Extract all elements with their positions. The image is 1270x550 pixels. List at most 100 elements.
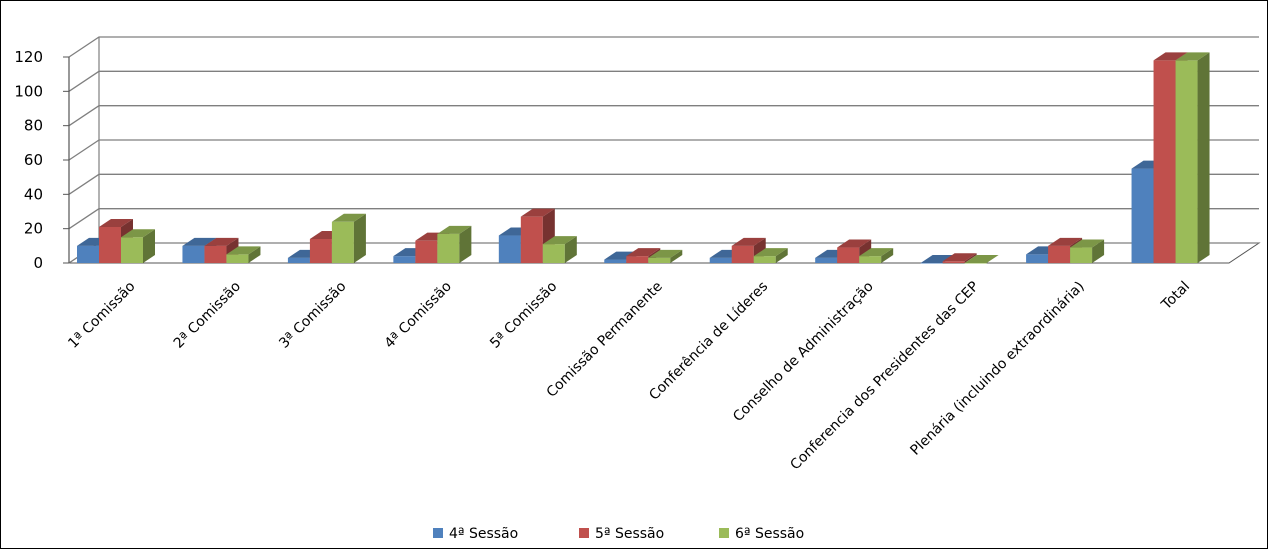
bar-top [99, 218, 133, 227]
x-category-label: 1ª Comissão [65, 279, 138, 352]
bar-front [709, 257, 732, 263]
bar-side [353, 213, 366, 263]
bar [964, 255, 999, 264]
bar-top [837, 239, 872, 248]
y-tick-label: 100 [14, 82, 43, 100]
bar-front [626, 256, 649, 263]
y-tick-label: 60 [24, 151, 43, 169]
chart-bars [77, 52, 1210, 264]
bar-front [1131, 168, 1154, 263]
bar-front [942, 261, 965, 263]
bar [331, 213, 366, 263]
legend-item: 6ª Sessão [719, 526, 804, 542]
y-axis-tick-labels: 0 20 40 60 80 100 120 [14, 48, 43, 272]
legend-swatch [579, 528, 589, 538]
bar-front [1153, 60, 1176, 263]
bar [437, 225, 472, 263]
bar-top [520, 208, 555, 217]
bar-top [204, 237, 239, 246]
bar-front [121, 237, 143, 263]
bar-front [1175, 60, 1198, 263]
bar-top [1153, 52, 1188, 61]
x-category-label: Conferência de Líderes [646, 279, 771, 404]
bar [226, 246, 261, 263]
y-tick-label: 0 [33, 254, 43, 272]
bar-top [859, 248, 894, 257]
bar-top [437, 225, 472, 234]
bar-top [542, 236, 577, 245]
y-tick-label: 20 [24, 220, 43, 238]
bar-front [393, 256, 416, 263]
x-category-label: 2ª Comissão [171, 279, 244, 352]
bar-front [415, 240, 438, 263]
bar-top [226, 246, 261, 255]
legend-swatch [433, 528, 443, 538]
bar-top [331, 213, 366, 222]
x-category-label: 5ª Comissão [487, 279, 560, 352]
bar-side [564, 236, 577, 263]
legend-label: 6ª Sessão [735, 526, 804, 542]
bar-top [942, 253, 977, 262]
bar [1175, 52, 1210, 263]
bar-front [77, 245, 99, 263]
bar [1070, 239, 1105, 263]
bar-front [182, 245, 205, 263]
bar-top [121, 229, 155, 238]
bar-front [542, 244, 565, 263]
bar-side [143, 229, 155, 263]
legend-item: 4ª Sessão [433, 526, 518, 542]
bar-front [1070, 247, 1093, 263]
bar [920, 255, 955, 264]
legend-item: 5ª Sessão [579, 526, 664, 542]
chart-legend: 4ª Sessão 5ª Sessão 6ª Sessão [433, 526, 804, 542]
bar-front [920, 263, 943, 264]
bar-top [731, 237, 766, 246]
bar-front [520, 216, 543, 263]
y-tick-label: 120 [14, 48, 43, 66]
x-axis-category-labels: 1ª Comissão 2ª Comissão 3ª Comissão 4ª Comi… [65, 279, 1193, 474]
bar-top [182, 237, 217, 246]
bar-front [1048, 245, 1071, 263]
bar-front [1026, 254, 1049, 263]
bar-side [1197, 52, 1210, 263]
bar [542, 236, 577, 263]
y-tick-label: 40 [24, 185, 43, 203]
x-category-label: Comissão Permanente [544, 279, 666, 401]
bar-side [1092, 239, 1105, 263]
chart-axis [63, 37, 100, 264]
bar-side [248, 246, 261, 263]
bar-front [226, 254, 249, 263]
x-category-label: Plenária (incluindo extraordinária) [907, 279, 1087, 459]
legend-label: 4ª Sessão [449, 526, 518, 542]
bar-top [920, 255, 955, 263]
legend-label: 5ª Sessão [595, 526, 664, 542]
y-tick-label: 80 [24, 117, 43, 135]
bar-front [309, 238, 332, 263]
bar-top [1048, 237, 1083, 246]
bar-side [775, 248, 788, 263]
x-category-label: 4ª Comissão [382, 279, 455, 352]
bar-front [604, 259, 627, 263]
bar-front [753, 256, 776, 263]
bar-front [437, 233, 460, 263]
bar [753, 248, 788, 263]
bar-side [964, 253, 977, 263]
bar-top [648, 249, 683, 258]
bar-side [881, 248, 894, 263]
x-category-label: Total [1158, 279, 1193, 314]
bar [942, 253, 977, 263]
bar [121, 229, 155, 263]
x-category-label: 3ª Comissão [276, 279, 349, 352]
bar-top [1175, 52, 1210, 61]
x-category-label: Conferencia dos Presidentes das CEP [787, 279, 982, 474]
bar-side [459, 225, 472, 263]
bar-front [815, 257, 838, 263]
bar-side [670, 249, 683, 263]
bar-front [331, 221, 354, 263]
legend-swatch [719, 528, 729, 538]
bar-front [648, 257, 671, 263]
bar-top [1070, 239, 1105, 248]
bar-front [859, 256, 882, 263]
